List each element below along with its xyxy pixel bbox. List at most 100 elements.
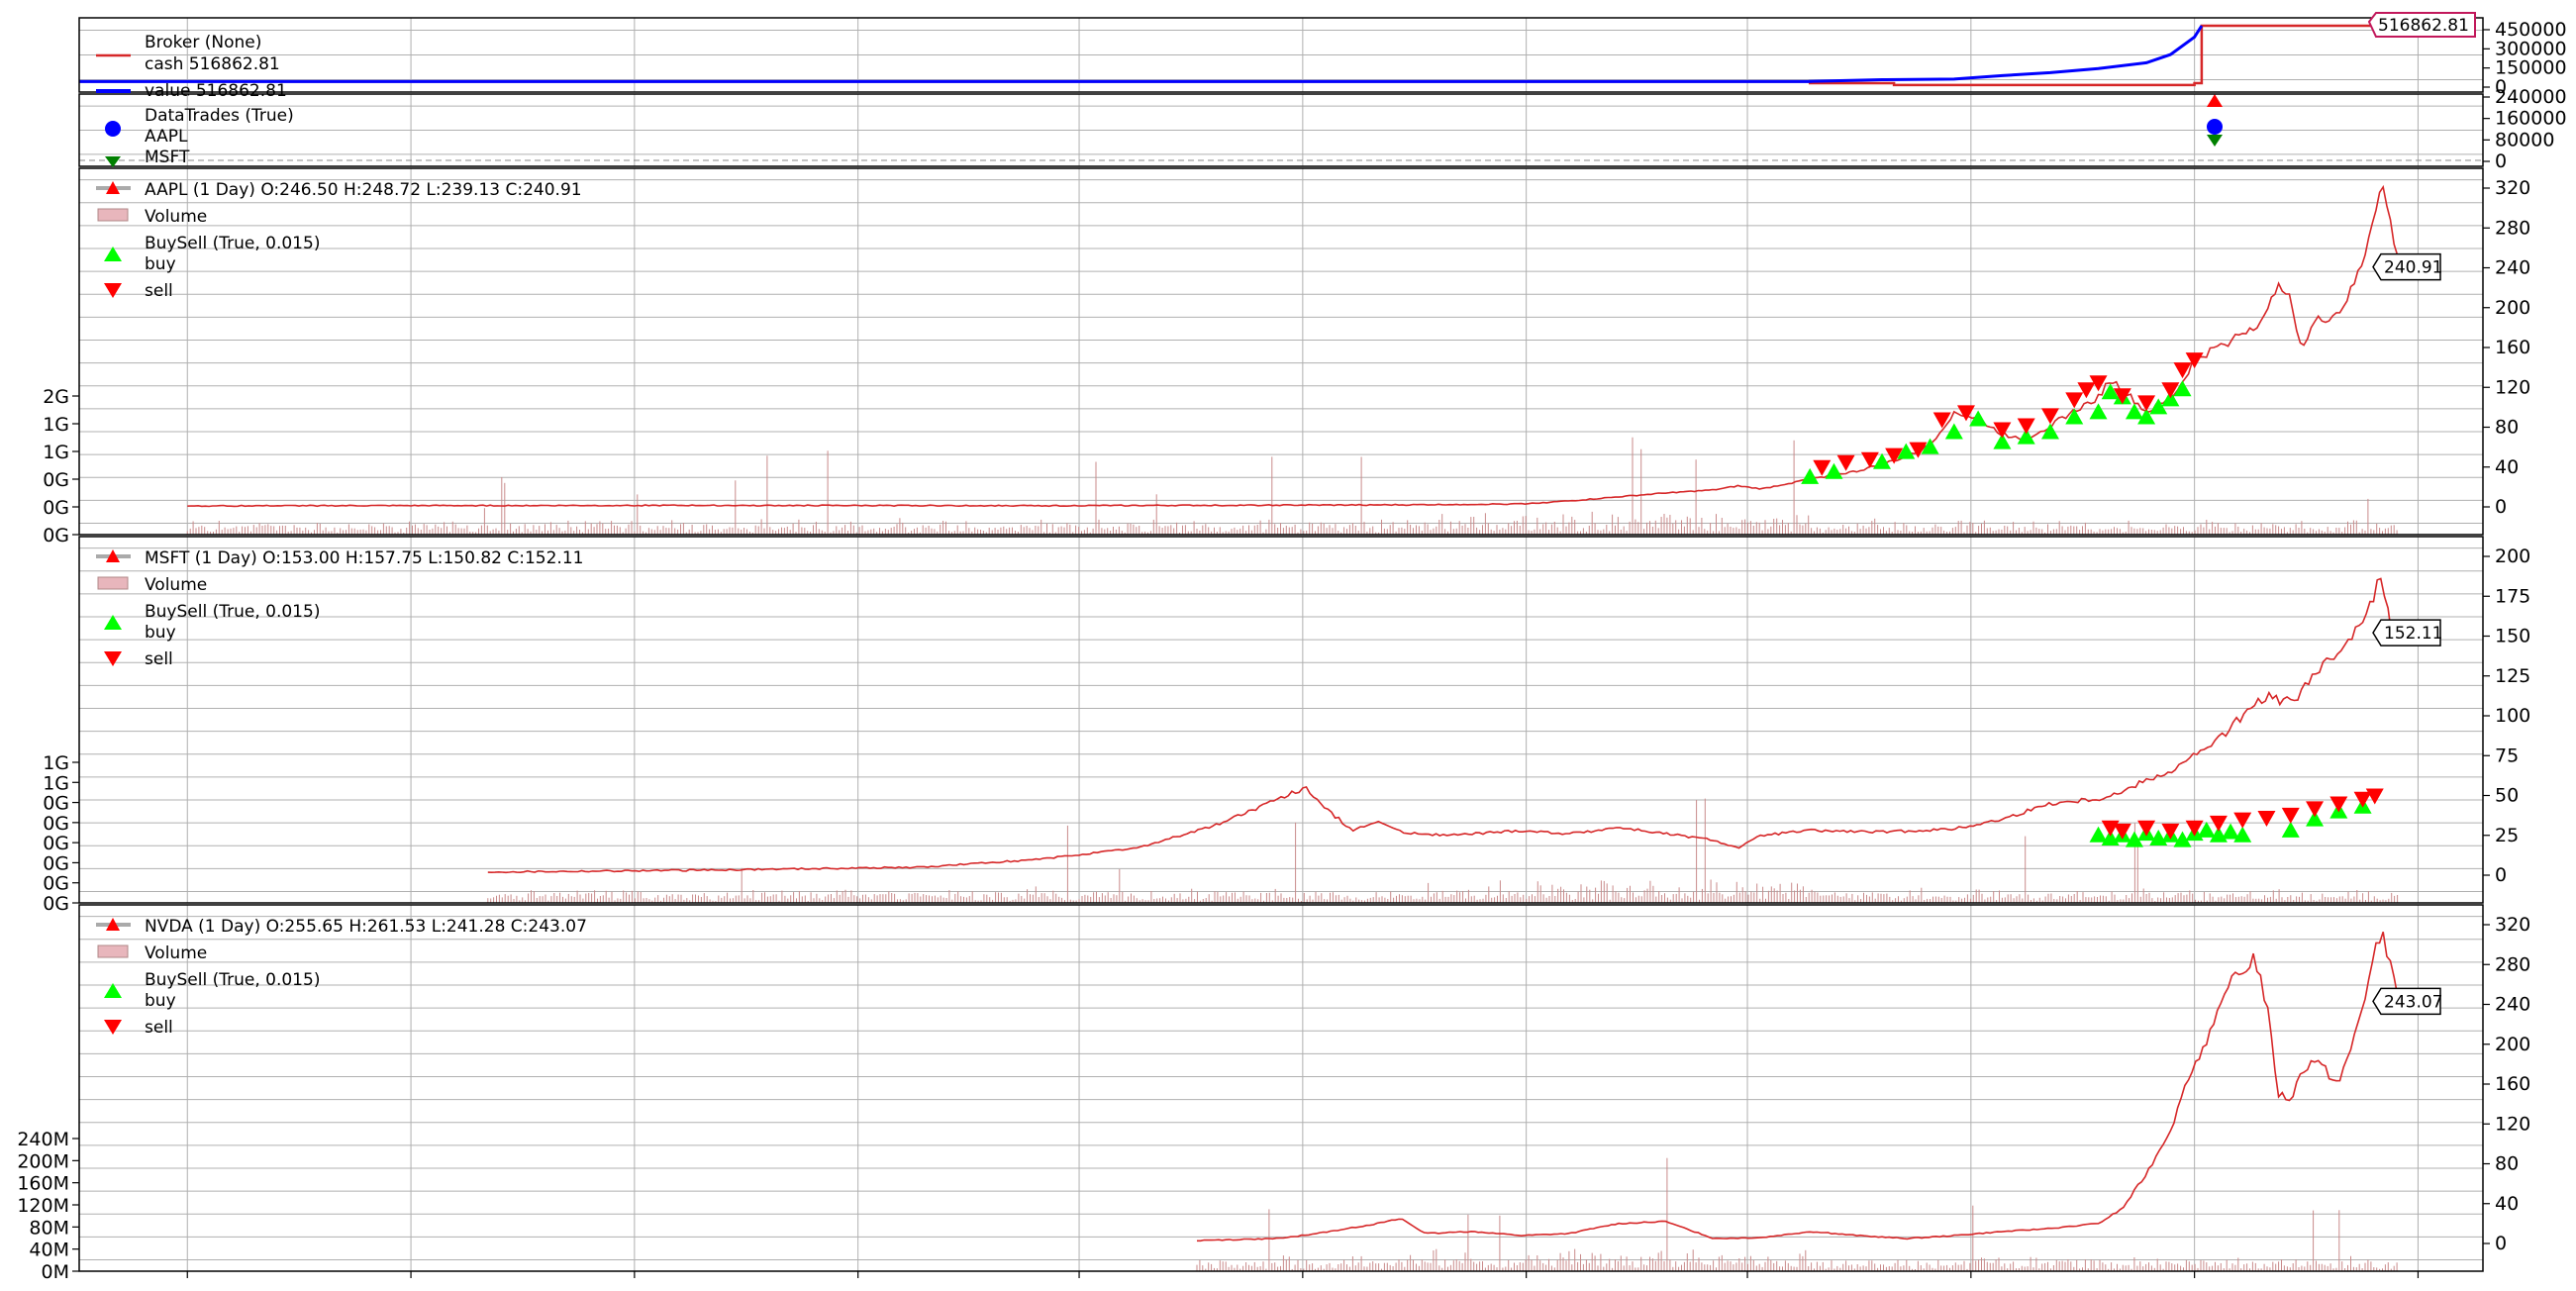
aapl-volume-ticks: 2G 1G 1G 0G 0G 0G <box>43 386 79 546</box>
aapl-volume-tick-label: 1G <box>43 442 69 463</box>
msft-y-tick-label: 175 <box>2495 585 2530 607</box>
msft-legend-sell: sell <box>145 649 173 669</box>
msft-sell-marker <box>2161 823 2180 840</box>
aapl-buy-marker <box>1921 438 1939 454</box>
msft-legend-buysell: BuySell (True, 0.015) <box>145 602 320 622</box>
aapl-last-value-tag: 240.91 <box>2372 252 2442 281</box>
aapl-buy-marker <box>2125 403 2143 420</box>
msft-volume-tick-label: 0G <box>43 793 69 815</box>
aapl-sell-marker <box>1885 447 1904 464</box>
nvda-volume-tick-label: 200M <box>17 1150 69 1172</box>
msft-volume-tick-label: 0G <box>43 893 69 915</box>
msft-sell-marker <box>2365 788 2384 805</box>
nvda-legend-buy: buy <box>145 991 176 1011</box>
msft-panel-frame <box>78 536 2484 904</box>
msft-price-series <box>487 577 2400 874</box>
aapl-sell-marker <box>2137 395 2156 412</box>
msft-sell-marker <box>2137 820 2156 837</box>
aapl-buy-marker <box>2173 380 2192 397</box>
aapl-y-tick-label: 240 <box>2495 257 2530 279</box>
aapl-sell-marker <box>2161 382 2180 399</box>
nvda-legend-volume-box <box>97 944 129 958</box>
broker-y-tick-label: 150000 <box>2495 57 2567 79</box>
aapl-legend-buy: buy <box>145 254 176 274</box>
msft-y-tick-label: 100 <box>2495 705 2530 727</box>
msft-legend-ohlc-marker <box>106 549 120 562</box>
msft-y-tick-label: 150 <box>2495 626 2530 647</box>
broker-grid <box>79 18 2483 92</box>
trades-aapl-marker <box>2207 119 2223 135</box>
nvda-price-series <box>1197 932 2399 1242</box>
aapl-buy-marker <box>2017 428 2035 445</box>
msft-buy-marker <box>2222 823 2240 840</box>
trades-panel-frame <box>78 93 2484 167</box>
aapl-sell-marker <box>1932 412 1951 429</box>
trades-y-tick-label: 240000 <box>2495 86 2567 108</box>
aapl-buy-marker <box>1993 433 2012 449</box>
aapl-sell-marker <box>2017 418 2035 435</box>
aapl-last-value-label: 240.91 <box>2384 258 2442 278</box>
msft-volume-tick-label: 1G <box>43 772 69 794</box>
nvda-panel: 320 280 240 200 160 120 80 40 0 240M200M160M120M… <box>17 904 2530 1283</box>
msft-buysell-markers <box>2089 788 2384 847</box>
msft-buy-marker <box>2125 831 2143 847</box>
msft-legend-sell-marker <box>104 651 122 666</box>
aapl-y-tick-label: 200 <box>2495 297 2530 319</box>
msft-buy-marker <box>2173 831 2192 847</box>
msft-sell-marker <box>2281 807 2300 824</box>
aapl-panel-frame <box>78 167 2484 536</box>
broker-last-value-label: 516862.81 <box>2378 16 2469 36</box>
trades-legend-msft-marker <box>105 156 121 167</box>
msft-last-value-box <box>2372 619 2441 646</box>
aapl-y-tick-label: 120 <box>2495 376 2530 398</box>
aapl-sell-marker <box>2040 408 2059 425</box>
msft-volume-tick-label: 0G <box>43 873 69 895</box>
nvda-y-tick-label: 320 <box>2495 914 2530 936</box>
broker-last-value-tag: 516862.81 <box>2367 12 2476 38</box>
msft-buy-marker <box>2089 826 2108 843</box>
msft-y-tick-label: 200 <box>2495 546 2530 567</box>
nvda-volume-tick-label: 120M <box>17 1195 69 1217</box>
nvda-legend-buy-marker <box>104 983 122 998</box>
aapl-buy-marker <box>1897 443 1916 459</box>
msft-sell-marker <box>2185 820 2204 837</box>
aapl-legend-ohlc-marker <box>106 181 120 194</box>
msft-legend: MSFT (1 Day) O:153.00 H:157.75 L:150.82 … <box>96 548 583 669</box>
aapl-buy-marker <box>1801 467 1820 484</box>
broker-legend-title: Broker (None) <box>145 33 261 52</box>
x-axis-ticks <box>186 1271 2420 1278</box>
aapl-volume-tick-label: 0G <box>43 469 69 491</box>
trades-legend-msft: MSFT <box>145 148 190 167</box>
aapl-buy-marker <box>2089 403 2108 420</box>
msft-volume-tick-label: 0G <box>43 833 69 854</box>
nvda-last-value-box <box>2372 987 2441 1016</box>
nvda-y-tick-label: 40 <box>2495 1193 2519 1215</box>
aapl-buy-marker <box>2161 390 2180 407</box>
broker-lines <box>79 24 2424 87</box>
broker-legend-cash: cash 516862.81 <box>145 54 280 74</box>
aapl-legend-sell-marker <box>104 283 122 298</box>
aapl-last-value-box <box>2372 252 2441 281</box>
broker-legend-value: value 516862.81 <box>145 81 287 101</box>
msft-buy-marker <box>2281 821 2300 838</box>
broker-y-tick-label: 0 <box>2495 76 2507 98</box>
msft-y-tick-label: 125 <box>2495 665 2530 687</box>
nvda-legend-ohlc-marker <box>106 918 120 931</box>
aapl-legend: AAPL (1 Day) O:246.50 H:248.72 L:239.13 … <box>96 180 582 301</box>
msft-volume-tick-label: 0G <box>43 813 69 835</box>
msft-volume-tick-label: 0G <box>43 852 69 874</box>
nvda-volume-tick-label: 240M <box>17 1129 69 1150</box>
trades-markers <box>2207 94 2223 147</box>
trades-legend-title: DataTrades (True) <box>145 106 294 126</box>
aapl-buy-marker <box>1944 423 1963 440</box>
msft-price-line <box>487 577 2400 874</box>
msft-y-tick-label: 50 <box>2495 785 2519 807</box>
msft-sell-marker <box>2306 801 2325 818</box>
